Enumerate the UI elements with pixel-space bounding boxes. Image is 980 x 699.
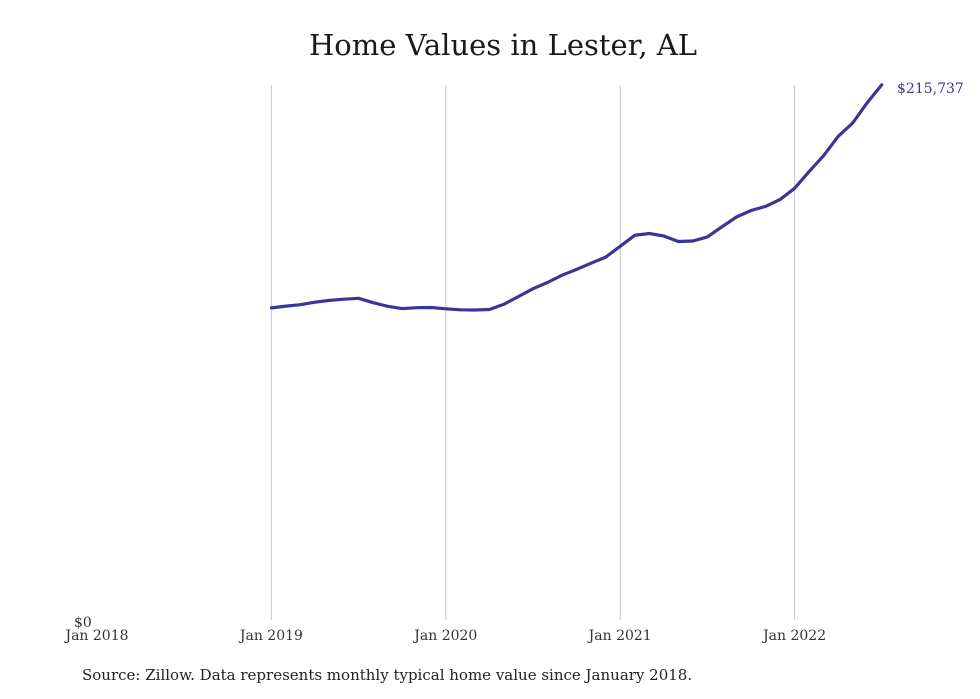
data-point [386,305,389,308]
data-point [502,303,506,306]
line-chart: Jan 2018 Jan 2019 Jan 2020 Jan 2021 Jan 2022… [63,81,964,644]
data-points [270,83,883,312]
data-point [793,187,796,190]
data-point [633,234,636,237]
data-point [720,225,724,228]
data-point [546,281,549,284]
data-point [778,198,782,201]
end-value-label: $215,737 [897,81,964,97]
data-point [851,121,854,125]
chart-title: Home Values in Lester, AL [308,28,698,62]
data-point [459,308,462,311]
data-point [430,306,433,309]
x-axis-ticks: Jan 2018 Jan 2019 Jan 2020 Jan 2021 Jan 2022 [63,628,826,644]
x-tick-label: Jan 2020 [412,628,477,644]
data-point [677,240,680,243]
data-point [706,235,709,239]
data-point [488,308,491,311]
data-point [648,232,651,235]
data-point [473,308,477,312]
data-point [837,135,840,138]
data-point [401,307,404,310]
data-point [822,154,825,157]
x-tick-label: Jan 2022 [761,628,826,644]
data-point [735,215,738,219]
data-point [691,239,695,243]
data-point [328,299,331,302]
data-point [575,268,578,271]
data-point [604,255,607,259]
source-note: Source: Zillow. Data represents monthly … [82,666,693,684]
data-point [313,301,317,304]
series-line [269,83,884,312]
data-point [619,245,622,248]
x-tick-label: Jan 2018 [63,628,128,644]
data-point [807,170,811,173]
data-point [371,301,375,304]
gridlines [270,85,796,620]
x-tick-label: Jan 2019 [238,628,303,644]
data-point [299,303,302,306]
data-point [880,83,883,87]
data-point [531,287,535,290]
data-point [342,298,346,301]
data-point [560,274,564,277]
data-point [662,234,665,238]
data-point [589,262,593,265]
y-axis-zero-label: $0 [74,615,92,631]
data-point [517,295,520,298]
data-point [270,306,273,310]
data-point [284,304,288,308]
data-point [415,306,418,309]
x-tick-label: Jan 2021 [587,628,652,644]
data-point [357,297,360,300]
data-point [866,101,869,104]
data-point [749,209,753,212]
data-point [764,205,767,208]
data-point [444,307,447,310]
